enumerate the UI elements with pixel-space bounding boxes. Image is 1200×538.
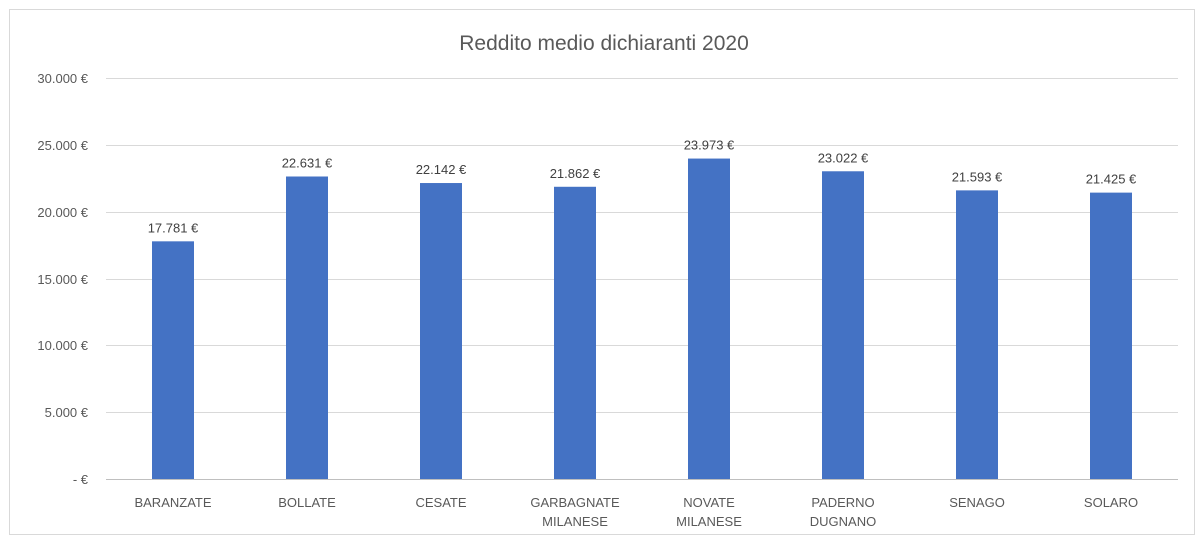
gridlines: [106, 78, 1178, 480]
x-category-label: SOLARO: [1084, 495, 1138, 510]
bars: [152, 158, 1132, 480]
data-label: 21.425 €: [1086, 172, 1137, 187]
x-category-label: CESATE: [415, 495, 466, 510]
bar: [286, 176, 328, 479]
x-category-label: NOVATE: [683, 495, 735, 510]
bar: [822, 171, 864, 480]
x-axis-categories: BARANZATE BOLLATE CESATE GARBAGNATE MILANESE…: [134, 495, 1138, 529]
data-label: 22.631 €: [282, 155, 333, 170]
data-label: 23.973 €: [684, 138, 735, 153]
data-label: 22.142 €: [416, 162, 467, 177]
data-label: 21.862 €: [550, 166, 601, 181]
y-tick-label: 10.000 €: [37, 338, 88, 353]
y-tick-label: 15.000 €: [37, 272, 88, 287]
chart-title: Reddito medio dichiaranti 2020: [459, 32, 749, 55]
x-category-label: MILANESE: [676, 514, 742, 529]
bar: [1090, 192, 1132, 479]
bar: [152, 241, 194, 479]
data-labels: 17.781 € 22.631 € 22.142 € 21.862 € 23.973 €…: [148, 138, 1137, 236]
x-category-label: SENAGO: [949, 495, 1005, 510]
bar: [688, 158, 730, 479]
x-category-label: MILANESE: [542, 514, 608, 529]
y-tick-label: - €: [73, 472, 89, 487]
y-tick-label: 30.000 €: [37, 71, 88, 86]
x-category-label: DUGNANO: [810, 514, 876, 529]
y-tick-label: 25.000 €: [37, 138, 88, 153]
bar: [956, 190, 998, 479]
bar: [420, 183, 462, 479]
y-axis-ticks: - € 5.000 € 10.000 € 15.000 € 20.000 € 25.000…: [37, 71, 88, 487]
y-tick-label: 5.000 €: [45, 405, 89, 420]
bar: [554, 186, 596, 479]
data-label: 21.593 €: [952, 169, 1003, 184]
x-category-label: PADERNO: [811, 495, 874, 510]
x-category-label: BARANZATE: [134, 495, 211, 510]
x-category-label: GARBAGNATE: [530, 495, 620, 510]
data-label: 17.781 €: [148, 220, 199, 235]
x-category-label: BOLLATE: [278, 495, 336, 510]
y-tick-label: 20.000 €: [37, 205, 88, 220]
data-label: 23.022 €: [818, 150, 869, 165]
